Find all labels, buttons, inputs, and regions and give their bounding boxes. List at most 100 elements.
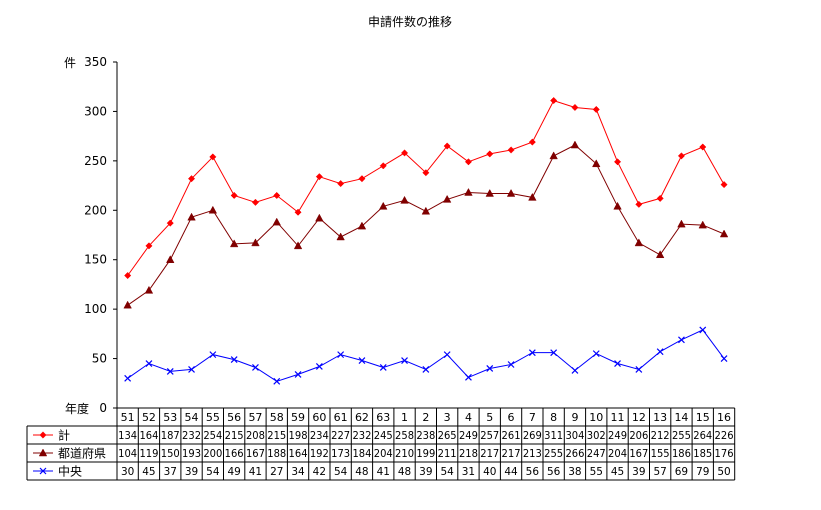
data-point bbox=[166, 255, 175, 263]
data-point bbox=[506, 188, 516, 197]
data-label: 79 bbox=[696, 466, 709, 478]
data-point bbox=[229, 239, 239, 248]
data-label: 255 bbox=[672, 430, 691, 442]
y-ticks: 0 50 100 150 200 250 300 350 bbox=[84, 55, 117, 415]
data-point bbox=[571, 367, 579, 374]
data-label: 234 bbox=[310, 430, 329, 442]
data-label: 184 bbox=[352, 448, 371, 460]
series-3 bbox=[124, 326, 728, 385]
data-point bbox=[251, 238, 260, 247]
data-point bbox=[656, 348, 664, 356]
data-label: 167 bbox=[246, 448, 265, 460]
data-label: 211 bbox=[438, 448, 457, 460]
data-label: 56 bbox=[547, 466, 561, 478]
data-point bbox=[443, 142, 451, 150]
data-label: 257 bbox=[480, 430, 499, 442]
x-tick-label: 51 bbox=[121, 411, 135, 424]
data-point bbox=[421, 206, 431, 215]
data-label: 199 bbox=[416, 448, 435, 460]
data-point bbox=[528, 349, 536, 357]
data-label: 266 bbox=[565, 448, 584, 460]
data-label: 265 bbox=[438, 430, 457, 442]
y-tick-label: 200 bbox=[84, 203, 107, 217]
data-point bbox=[422, 366, 430, 373]
data-point bbox=[613, 201, 622, 210]
data-point bbox=[614, 360, 621, 367]
data-point bbox=[145, 360, 153, 367]
data-label: 164 bbox=[289, 448, 308, 460]
data-label: 41 bbox=[377, 466, 390, 478]
data-point bbox=[720, 181, 728, 189]
data-point bbox=[230, 191, 238, 200]
data-label: 48 bbox=[398, 466, 411, 478]
x-tick-label: 58 bbox=[270, 411, 284, 424]
data-point bbox=[337, 180, 345, 188]
data-point bbox=[464, 158, 473, 166]
data-point bbox=[571, 103, 579, 112]
chart-title: 申請件数の推移 bbox=[368, 14, 452, 29]
data-label: 261 bbox=[502, 430, 521, 442]
data-point bbox=[144, 285, 154, 294]
x-tick-label: 62 bbox=[355, 411, 369, 424]
data-point bbox=[230, 356, 238, 363]
data-point bbox=[720, 355, 728, 362]
x-tick-label: 9 bbox=[571, 411, 578, 424]
legend-label: 計 bbox=[58, 428, 70, 443]
data-label: 304 bbox=[565, 430, 584, 442]
data-point bbox=[273, 191, 281, 200]
data-point bbox=[613, 158, 622, 166]
data-point bbox=[655, 250, 665, 259]
data-point bbox=[698, 220, 707, 229]
data-point bbox=[443, 351, 451, 359]
data-point bbox=[486, 365, 494, 372]
data-point bbox=[357, 221, 367, 230]
y-tick-label: 350 bbox=[84, 55, 107, 69]
data-point bbox=[166, 219, 174, 227]
data-label: 255 bbox=[544, 448, 563, 460]
x-tick-label: 13 bbox=[653, 411, 667, 424]
data-point bbox=[315, 213, 324, 222]
series-group bbox=[123, 97, 729, 385]
data-label: 45 bbox=[611, 466, 624, 478]
data-point bbox=[656, 194, 664, 202]
data-label: 27 bbox=[270, 466, 283, 478]
data-label: 247 bbox=[587, 448, 606, 460]
data-point bbox=[678, 336, 685, 344]
data-point bbox=[592, 159, 601, 168]
data-point bbox=[124, 271, 132, 280]
y-tick-label: 150 bbox=[84, 253, 107, 267]
series-line bbox=[127, 329, 725, 382]
data-point bbox=[208, 205, 218, 214]
data-label: 227 bbox=[331, 430, 350, 442]
data-point bbox=[699, 326, 707, 334]
data-point bbox=[401, 357, 408, 364]
data-point bbox=[464, 187, 473, 196]
data-label: 30 bbox=[121, 466, 134, 478]
data-point bbox=[570, 140, 580, 149]
data-point bbox=[400, 195, 409, 204]
y-tick-label: 300 bbox=[84, 104, 107, 118]
data-point bbox=[550, 97, 558, 105]
x-tick-label: 14 bbox=[674, 411, 688, 424]
data-label: 39 bbox=[419, 466, 432, 478]
data-label: 188 bbox=[267, 448, 286, 460]
data-label: 41 bbox=[249, 466, 262, 478]
x-tick-label: 10 bbox=[589, 411, 603, 424]
data-label: 311 bbox=[544, 430, 563, 442]
series-2 bbox=[123, 140, 729, 309]
data-point bbox=[337, 351, 345, 359]
series-line bbox=[127, 144, 725, 306]
data-label: 31 bbox=[462, 466, 475, 478]
data-label: 245 bbox=[374, 430, 393, 442]
data-point bbox=[465, 373, 472, 381]
data-table: 51 52 53 54 55 56 57 58 59 60 61 62 63 1 2 3 4 5 6 7 8 9 10 11 1… bbox=[26, 407, 736, 481]
data-label: 193 bbox=[182, 448, 201, 460]
series-line bbox=[127, 99, 725, 276]
data-point bbox=[293, 241, 303, 250]
x-tick-label: 59 bbox=[291, 411, 305, 424]
data-label: 134 bbox=[118, 430, 137, 442]
data-label: 45 bbox=[142, 466, 155, 478]
data-point bbox=[550, 349, 558, 357]
data-label: 57 bbox=[653, 466, 666, 478]
